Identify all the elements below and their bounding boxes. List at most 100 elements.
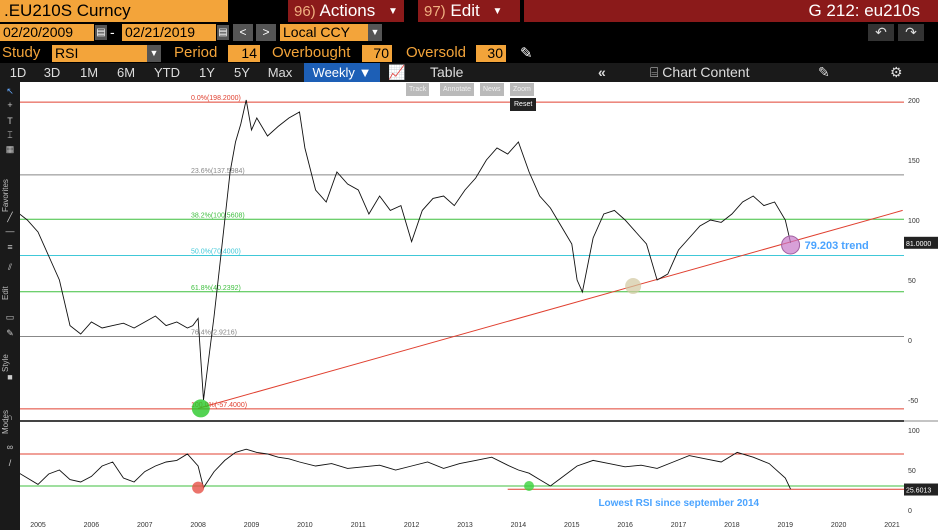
style-tab[interactable]: Style bbox=[1, 354, 10, 372]
price-series-line bbox=[20, 99, 792, 401]
chevron-down-icon[interactable]: ▼ bbox=[368, 24, 382, 41]
price-chart[interactable]: 0.0%(198.2000) 23.6%(137.5984) 38.2%(100.5… bbox=[20, 82, 938, 530]
rsi-series-line bbox=[20, 448, 792, 490]
brush-icon[interactable]: / bbox=[8, 458, 12, 468]
y-axis-background bbox=[904, 82, 938, 530]
period-toolbar bbox=[0, 63, 938, 82]
redo-icon[interactable]: ↷ bbox=[898, 24, 924, 41]
next-arrow-icon[interactable]: > bbox=[256, 24, 276, 41]
magnet-icon[interactable]: ∩ bbox=[6, 412, 14, 422]
period-1m[interactable]: 1M bbox=[79, 65, 99, 80]
text-tool-icon[interactable]: T bbox=[7, 116, 13, 126]
ticker-field[interactable]: .EU210S Curncy bbox=[0, 0, 228, 22]
x-tick-label: 2009 bbox=[244, 522, 260, 529]
reset-button[interactable]: Reset bbox=[510, 98, 537, 111]
main-plot-background bbox=[20, 82, 904, 420]
undo-icon[interactable]: ↶ bbox=[868, 24, 894, 41]
zoom-tool[interactable]: Zoom bbox=[510, 83, 534, 96]
x-tick-label: 2012 bbox=[404, 522, 420, 529]
date-separator: - bbox=[110, 24, 115, 40]
pen-icon[interactable]: ✎ bbox=[6, 328, 14, 338]
period-6m[interactable]: 6M bbox=[116, 65, 136, 80]
chart-content-label: Chart Content bbox=[662, 64, 750, 80]
news-tool[interactable]: News bbox=[480, 83, 504, 96]
currency-select[interactable]: Local CCY bbox=[280, 24, 368, 41]
start-date-field[interactable]: 02/20/2009 bbox=[0, 24, 94, 41]
line-chart-icon[interactable]: 📈 bbox=[388, 64, 406, 80]
x-axis-background bbox=[20, 512, 904, 530]
chart-content-button[interactable]: ⌸ Chart Content bbox=[650, 63, 749, 82]
previous-arrow-icon[interactable]: < bbox=[233, 24, 253, 41]
annotation-sidebar: ↖ + T ⌶ ▦ ╱ — ≡ ⫽ ▭ ✎ ■ ∩ ∞ / Favorites … bbox=[0, 82, 20, 530]
x-tick-label: 2010 bbox=[297, 522, 313, 529]
fib-level-label: 61.8%(40.2392) bbox=[191, 285, 241, 292]
fib-level-label: 0.0%(198.2000) bbox=[191, 95, 241, 102]
rsi-plot-background bbox=[20, 422, 904, 512]
edit-chart-icon[interactable]: ✎ bbox=[818, 64, 830, 80]
annotate-tool[interactable]: Annotate bbox=[440, 83, 475, 96]
fibonacci-icon[interactable]: ≡ bbox=[7, 242, 13, 252]
period-3d[interactable]: 3D bbox=[43, 65, 61, 80]
grid-icon[interactable]: ▦ bbox=[5, 144, 15, 154]
edit-number: 97) bbox=[424, 3, 446, 20]
table-button[interactable]: Table bbox=[430, 64, 464, 80]
actions-menu-button[interactable]: 96) Actions ▼ bbox=[288, 0, 404, 22]
x-tick-label: 2006 bbox=[84, 522, 100, 529]
study-select[interactable]: RSI bbox=[52, 45, 148, 62]
link-icon[interactable]: ∞ bbox=[6, 442, 14, 452]
calendar-icon[interactable]: ▤ bbox=[95, 25, 107, 40]
fib-level-label: 23.6%(137.5984) bbox=[191, 168, 245, 175]
trend-annotation: 79.203 trend bbox=[805, 240, 869, 252]
track-tool[interactable]: Track bbox=[406, 83, 430, 96]
chevron-down-icon: ▼ bbox=[387, 5, 398, 17]
y-tick-label: 50 bbox=[908, 278, 916, 285]
horizontal-line-icon[interactable]: — bbox=[5, 226, 15, 236]
edit-tab[interactable]: Edit bbox=[1, 286, 10, 300]
rsi-annotation: Lowest RSI since september 2014 bbox=[598, 498, 759, 509]
x-tick-label: 2007 bbox=[137, 522, 153, 529]
oversold-input[interactable]: 30 bbox=[476, 45, 506, 62]
calendar-icon[interactable]: ▤ bbox=[217, 25, 229, 40]
actions-label: Actions bbox=[319, 1, 376, 20]
period-input[interactable]: 14 bbox=[228, 45, 260, 62]
rsi-y-tick-label: 0 bbox=[908, 508, 912, 515]
x-tick-label: 2011 bbox=[351, 522, 366, 529]
period-5y[interactable]: 5Y bbox=[234, 65, 250, 80]
ruler-icon[interactable]: ⌶ bbox=[7, 130, 13, 140]
period-ytd[interactable]: YTD bbox=[154, 65, 180, 80]
frequency-select[interactable]: Weekly ▼ bbox=[304, 63, 380, 82]
overbought-label: Overbought bbox=[272, 44, 351, 61]
actions-number: 96) bbox=[294, 3, 316, 20]
period-1d[interactable]: 1D bbox=[9, 65, 27, 80]
y-tick-label: -50 bbox=[908, 398, 918, 405]
x-tick-label: 2013 bbox=[457, 522, 473, 529]
color-icon[interactable]: ■ bbox=[7, 372, 13, 382]
y-tick-label: 200 bbox=[908, 98, 920, 105]
trendline-icon[interactable]: ╱ bbox=[7, 212, 13, 222]
fib-level-label: 76.4%(2.9216) bbox=[191, 330, 237, 337]
favorites-tab[interactable]: Favorites bbox=[1, 179, 10, 212]
chevron-down-icon[interactable]: ▼ bbox=[147, 45, 161, 62]
modes-tab[interactable]: Modes bbox=[1, 409, 10, 434]
x-tick-label: 2021 bbox=[884, 522, 900, 529]
period-1y[interactable]: 1Y bbox=[199, 65, 215, 80]
edit-menu-button[interactable]: 97) Edit ▼ bbox=[418, 0, 520, 22]
last-rsi-value: 25.6013 bbox=[906, 488, 931, 495]
channel-icon[interactable]: ⫽ bbox=[7, 262, 12, 272]
overbought-input[interactable]: 70 bbox=[362, 45, 392, 62]
settings-icon[interactable]: ⚙ bbox=[890, 64, 903, 80]
eraser-icon[interactable]: ▭ bbox=[5, 312, 15, 322]
x-tick-label: 2016 bbox=[617, 522, 633, 529]
crosshair-icon[interactable]: + bbox=[7, 100, 13, 110]
collapse-left-icon[interactable]: « bbox=[598, 64, 606, 80]
edit-label: Edit bbox=[450, 1, 480, 20]
end-date-field[interactable]: 02/21/2019 bbox=[122, 24, 216, 41]
oversold-label: Oversold bbox=[406, 44, 467, 61]
x-tick-label: 2008 bbox=[190, 522, 206, 529]
cursor-icon[interactable]: ↖ bbox=[6, 86, 14, 96]
fib-level-label: 38.2%(100.5608) bbox=[191, 212, 245, 219]
study-label: Study bbox=[2, 44, 41, 61]
last-price-tag bbox=[904, 236, 938, 249]
period-max[interactable]: Max bbox=[267, 65, 293, 80]
pencil-icon[interactable]: ✎ bbox=[520, 45, 533, 62]
